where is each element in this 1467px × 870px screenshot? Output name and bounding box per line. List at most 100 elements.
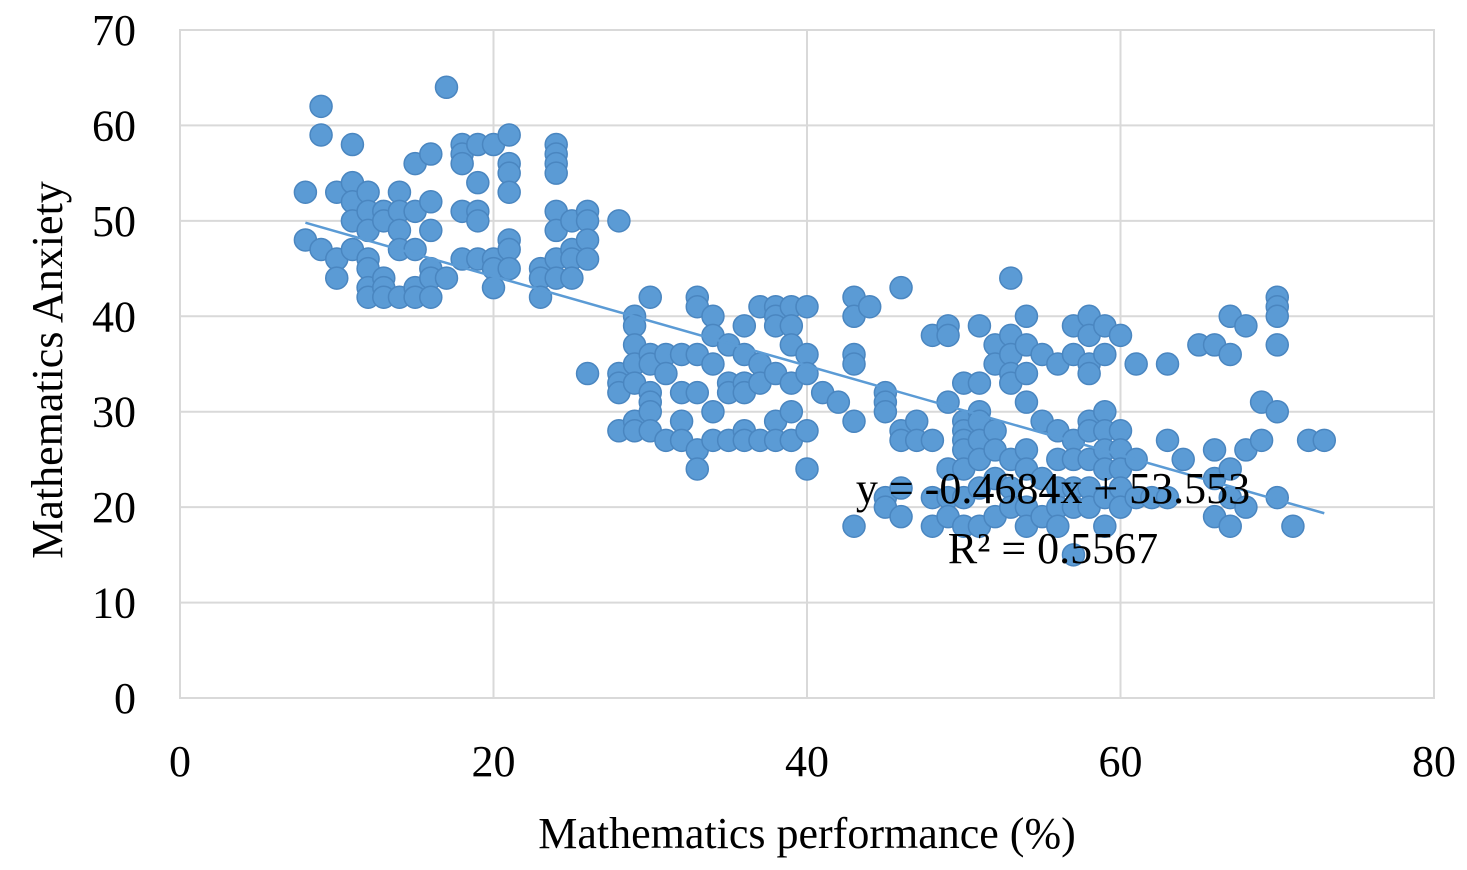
data-point [309,94,333,119]
data-point [575,361,600,386]
data-point [419,218,443,243]
plot-area-frame [179,29,1435,699]
data-point [434,75,459,100]
y-tick-label: 60 [92,101,136,150]
y-tick-labels: 0 10 20 30 40 50 60 70 [92,6,136,723]
data-point [1014,390,1039,414]
data-point [920,428,945,453]
y-tick-label: 30 [92,388,136,437]
data-point [1108,323,1133,348]
data-point [481,275,506,300]
data-point [1155,428,1180,453]
data-point [1155,352,1180,376]
x-tick-labels: 0 20 40 60 80 [169,737,1456,786]
plot-area-border [179,29,1435,699]
data-point [1218,342,1242,367]
y-tick-label: 40 [92,292,136,341]
x-tick-label: 20 [472,737,516,786]
data-point [466,170,490,195]
y-tick-label: 0 [114,674,136,723]
trendline-equation: y = -0.4684x + 53.553 [856,464,1250,513]
data-point [842,352,866,376]
data-point [1014,361,1039,386]
data-point [497,180,521,204]
x-tick-label: 80 [1412,737,1456,786]
data-point [419,190,443,214]
y-tick-label: 10 [92,579,136,628]
data-point [1218,457,1242,481]
data-point [842,514,866,538]
data-point [1124,352,1148,376]
x-tick-label: 40 [785,737,829,786]
x-axis-title: Mathematics performance (%) [538,809,1076,858]
data-point [889,275,913,300]
data-point [419,285,443,309]
data-point [434,266,459,290]
data-point [638,285,662,309]
data-point [1077,361,1101,386]
data-point [1046,514,1070,538]
data-point [685,457,710,481]
data-point [1249,428,1274,453]
data-point [1155,485,1180,510]
data-point [701,399,725,424]
data-point [1234,314,1258,338]
data-point [889,476,913,500]
data-point [732,314,757,338]
data-point [544,161,568,185]
data-point [293,180,318,204]
data-point [1061,543,1086,567]
data-point [1093,514,1117,538]
data-point [309,123,333,147]
data-point [1265,333,1289,357]
x-tick-label: 60 [1099,737,1143,786]
data-point [1234,495,1258,519]
data-point [1218,514,1242,538]
data-point [1093,342,1117,367]
trendline-group [305,221,1325,515]
data-points [293,75,1337,567]
data-point [1014,304,1039,329]
x-tick-label: 0 [169,737,191,786]
data-point [967,371,992,395]
y-tick-label: 50 [92,197,136,246]
data-point [497,256,521,281]
data-point [450,151,474,176]
data-point [842,409,866,434]
data-point [466,209,490,233]
data-point [936,323,960,348]
data-point [826,390,851,414]
data-point [654,361,678,386]
data-point [701,352,725,376]
y-axis-title: Mathematics Anxiety [23,181,72,559]
data-point [685,380,710,405]
data-point [873,399,898,424]
data-point [889,504,913,529]
data-point [1312,428,1337,453]
data-point [936,390,960,414]
data-point [967,314,992,338]
r-squared-label: R² = 0.5567 [948,524,1158,573]
data-point [607,209,631,233]
trendline [305,221,1325,515]
data-point [795,294,819,319]
data-point [1265,304,1289,329]
data-point [1265,399,1289,424]
data-point [1171,447,1195,472]
y-tick-label: 20 [92,483,136,532]
data-point [575,247,600,271]
data-point [779,399,804,424]
data-point [325,266,349,290]
data-point [1281,514,1305,538]
data-point [795,457,819,481]
data-point [560,266,584,290]
data-point [1202,438,1227,462]
data-point [857,294,882,319]
data-point [795,419,819,443]
y-tick-label: 70 [92,6,136,55]
data-point [497,123,521,147]
data-point [340,132,365,157]
data-point [999,266,1023,290]
data-point [419,142,443,166]
